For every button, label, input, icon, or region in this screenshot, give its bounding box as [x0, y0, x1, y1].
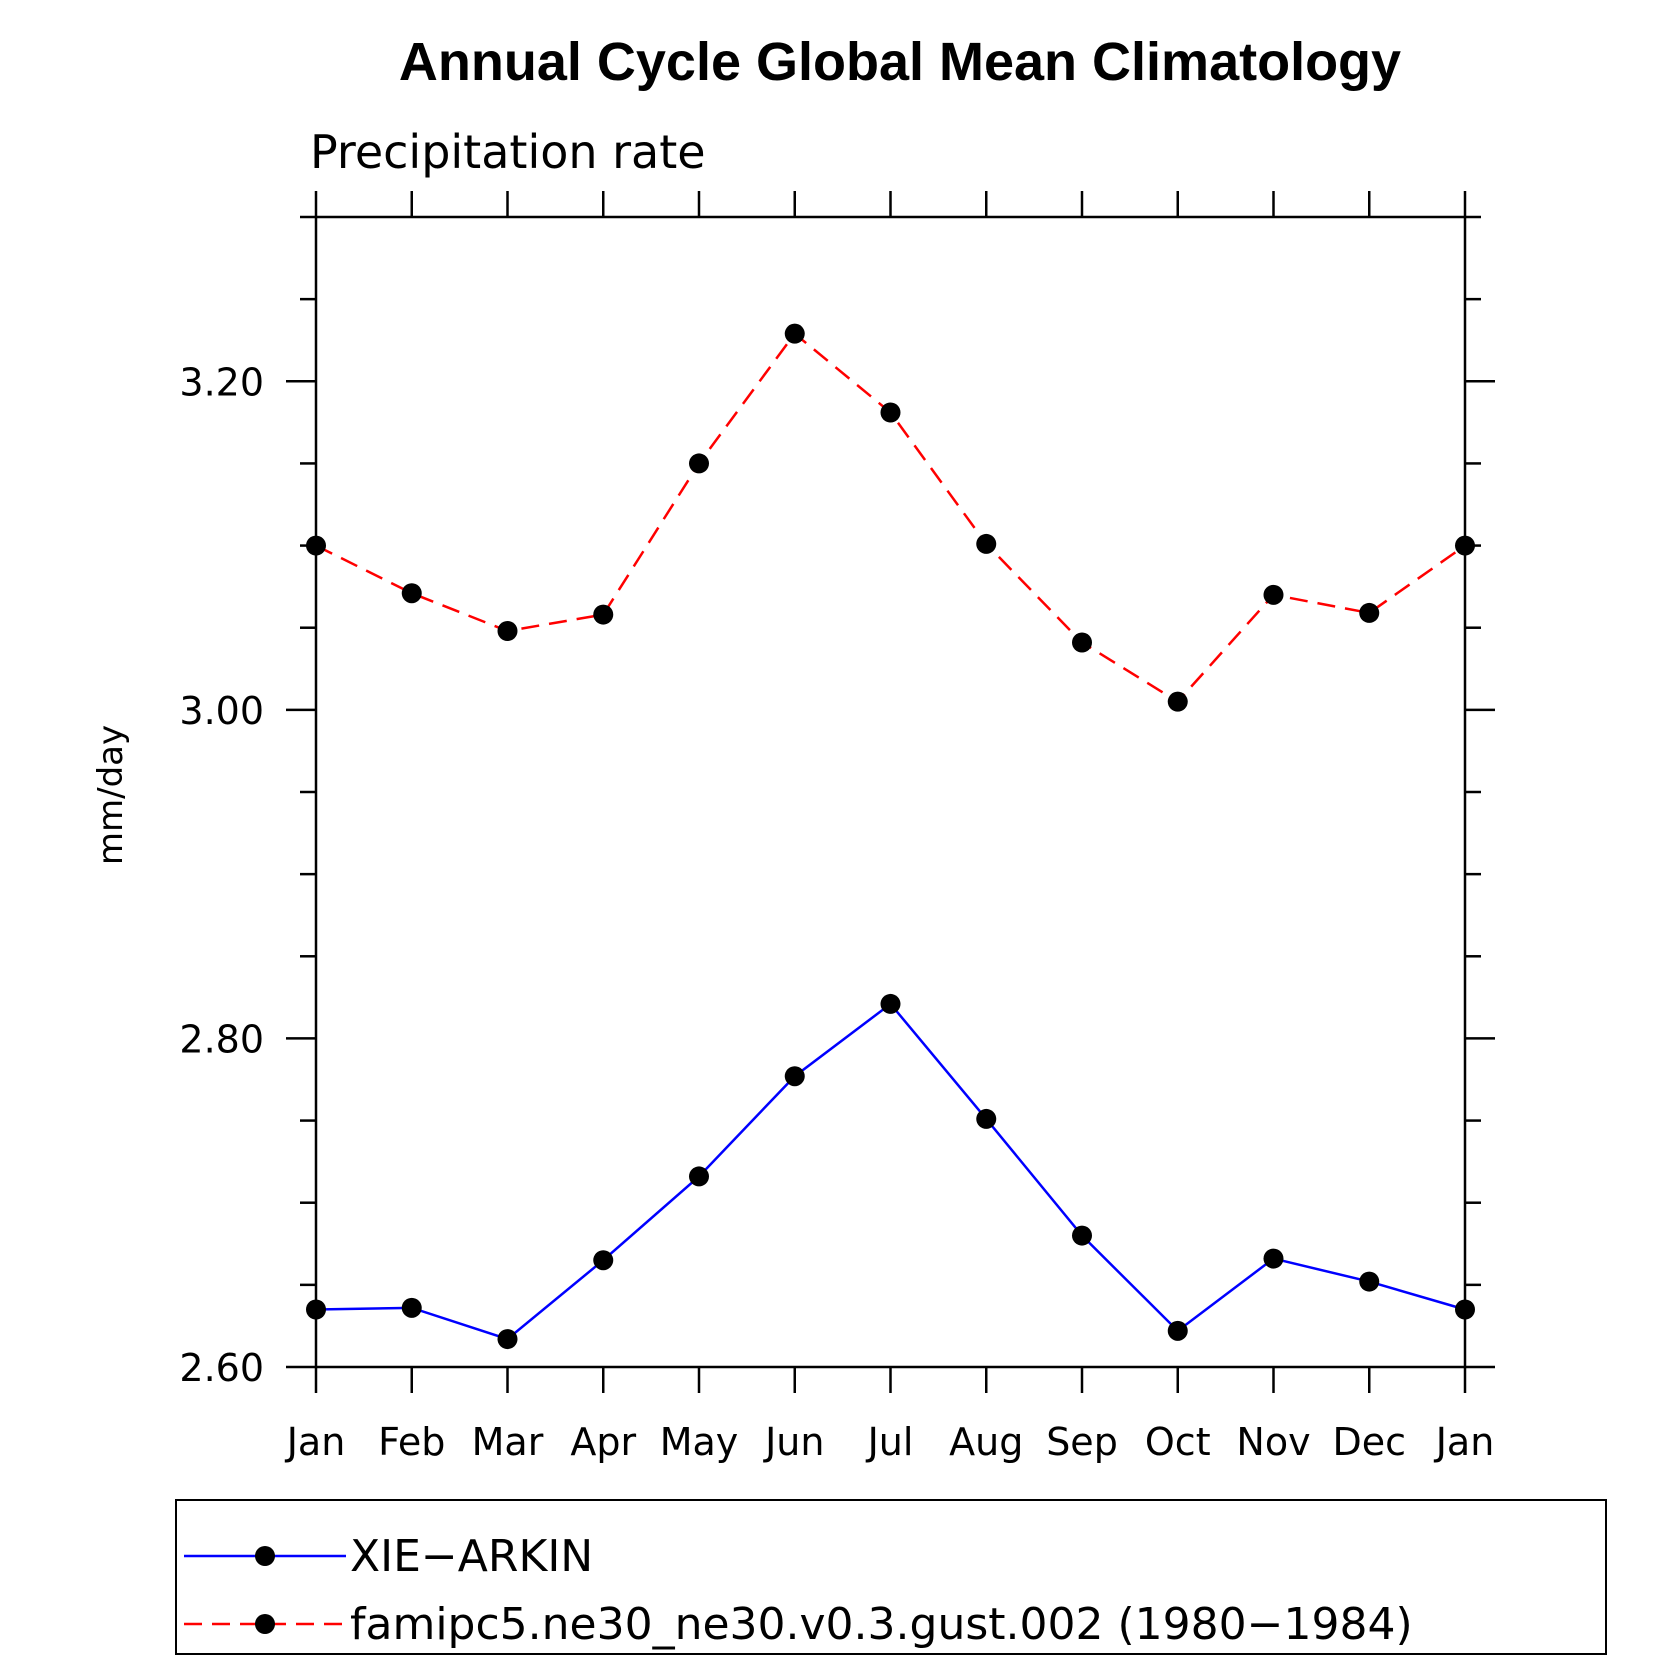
x-tick-label: Jan: [285, 1420, 346, 1464]
data-point-1-0: [306, 535, 326, 556]
legend: XIE−ARKIN famipc5.ne30_ne30.v0.3.gust.002…: [175, 1499, 1607, 1655]
plot-axes: Jan Feb Mar Apr May Jun Jul Aug Sep Oct Nov Dec Jan 2…: [179, 191, 1495, 1464]
x-tick-label: Dec: [1332, 1420, 1406, 1464]
x-tick-label: Feb: [378, 1420, 445, 1464]
data-point-1-7: [976, 533, 997, 554]
data-point-1-6: [880, 402, 901, 423]
y-tick-label: 2.80: [179, 1017, 264, 1061]
chart-subtitle: Precipitation rate: [310, 125, 706, 179]
data-point-1-2: [497, 621, 518, 641]
chart-title: Annual Cycle Global Mean Climatology: [399, 32, 1401, 92]
x-tick-label: Jul: [866, 1420, 914, 1464]
data-point-0-6: [880, 993, 901, 1014]
x-tick-label: Apr: [570, 1420, 636, 1464]
data-point-0-4: [689, 1166, 709, 1187]
x-tick-label: Mar: [472, 1420, 544, 1464]
data-point-0-3: [593, 1250, 614, 1271]
x-tick-label: May: [660, 1420, 739, 1464]
series-line-0: [315, 1002, 1466, 1341]
x-tick-label: Nov: [1236, 1420, 1310, 1464]
legend-marker-1: [255, 1614, 275, 1634]
data-point-1-10: [1263, 584, 1284, 605]
series-layer: [306, 323, 1475, 1350]
data-point-0-10: [1263, 1248, 1284, 1269]
x-tick-label: Sep: [1046, 1420, 1118, 1464]
y-tick-label: 2.60: [179, 1346, 264, 1390]
data-point-0-11: [1359, 1271, 1380, 1292]
data-point-0-12: [1455, 1299, 1475, 1320]
data-point-0-9: [1167, 1320, 1188, 1341]
legend-box: [175, 1499, 1607, 1655]
data-point-1-8: [1072, 632, 1092, 653]
x-tick-label: Jan: [1434, 1420, 1495, 1464]
data-point-0-2: [497, 1329, 518, 1350]
data-point-0-5: [784, 1066, 805, 1087]
legend-label-0: XIE−ARKIN: [350, 1531, 593, 1582]
data-point-1-11: [1359, 602, 1380, 623]
y-axis-label: mm/day: [91, 725, 131, 865]
data-point-1-3: [593, 604, 614, 625]
x-tick-label: Oct: [1145, 1420, 1211, 1464]
data-point-0-0: [306, 1299, 326, 1320]
data-point-0-1: [401, 1297, 422, 1318]
legend-label-1: famipc5.ne30_ne30.v0.3.gust.002 (1980−19…: [350, 1599, 1413, 1650]
y-tick-label: 3.00: [179, 689, 264, 733]
data-point-0-7: [976, 1108, 997, 1129]
data-point-1-5: [784, 323, 805, 344]
plot-frame: [314, 215, 1467, 1369]
data-point-0-8: [1072, 1225, 1092, 1246]
x-tick-label: Jun: [763, 1420, 824, 1464]
x-tick-label: Aug: [949, 1420, 1023, 1464]
data-point-1-4: [689, 453, 709, 474]
series-line-1: [315, 331, 1466, 704]
data-point-1-12: [1455, 535, 1475, 556]
data-point-1-1: [401, 583, 422, 604]
data-point-1-9: [1167, 691, 1188, 712]
y-tick-label: 3.20: [179, 360, 264, 404]
legend-marker-0: [255, 1546, 275, 1566]
